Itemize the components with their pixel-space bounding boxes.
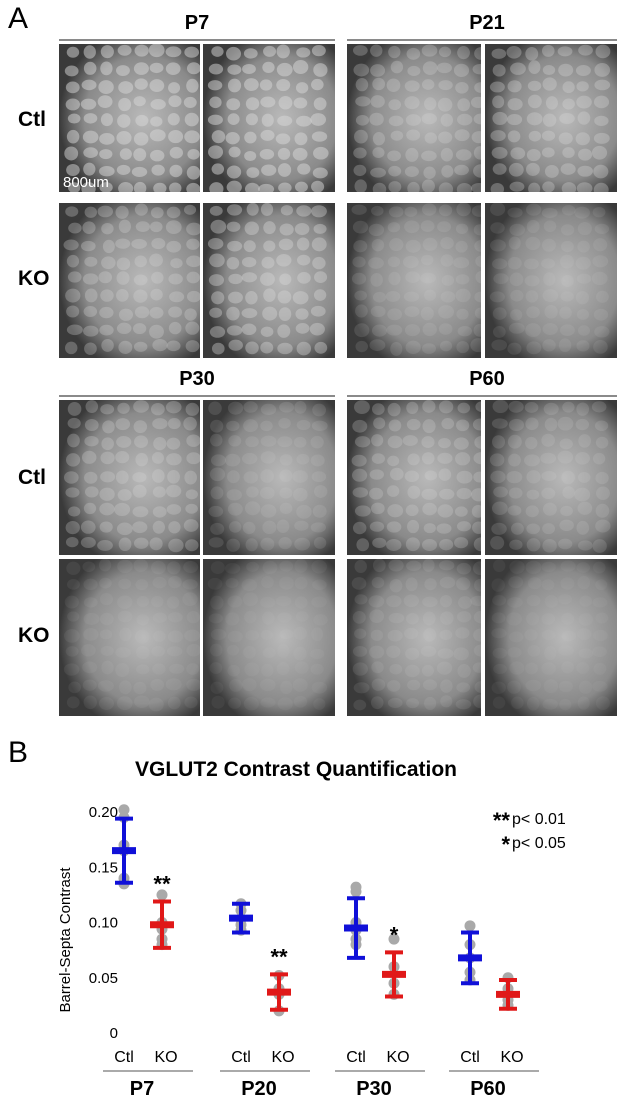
micrograph-image xyxy=(59,400,200,555)
row-label-ctl-bottom: Ctl xyxy=(18,466,46,489)
micrograph-image xyxy=(203,559,335,716)
age-rule-p21 xyxy=(347,39,617,41)
condition-label-ctl: Ctl xyxy=(231,1049,251,1066)
age-label-p30: P30 xyxy=(179,368,215,390)
micrograph-image xyxy=(485,400,617,555)
micrograph-image xyxy=(485,203,617,358)
panel-b-letter: B xyxy=(8,736,29,769)
legend-text: p< 0.05 xyxy=(512,835,566,852)
condition-label-ko: KO xyxy=(271,1049,294,1066)
legend-mark: * xyxy=(501,832,510,857)
significance-mark: ** xyxy=(153,872,171,897)
legend-mark: ** xyxy=(493,808,511,833)
row-label-ko-top: KO xyxy=(18,267,50,290)
condition-label-ctl: Ctl xyxy=(460,1049,480,1066)
condition-label-ko: KO xyxy=(154,1049,177,1066)
condition-label-ctl: Ctl xyxy=(114,1049,134,1066)
significance-mark: * xyxy=(390,922,399,947)
row-label-ctl-top: Ctl xyxy=(18,108,46,131)
data-point xyxy=(156,889,168,901)
age-rule-p60 xyxy=(347,395,617,397)
scale-bar xyxy=(63,192,117,194)
data-point xyxy=(388,933,400,945)
condition-label-ko: KO xyxy=(500,1049,523,1066)
significance-mark: ** xyxy=(270,944,288,969)
data-point xyxy=(118,804,130,816)
y-axis-label: Barrel-Septa Contrast xyxy=(57,867,74,1013)
micrograph-image xyxy=(203,203,335,358)
scale-bar-label: 800um xyxy=(63,174,109,191)
age-rule-p30 xyxy=(59,395,335,397)
group-label: P20 xyxy=(241,1078,277,1100)
contrast-chart: Barrel-Septa Contrast0.200.150.100.050**… xyxy=(57,804,566,1100)
y-tick-label: 0.15 xyxy=(89,859,118,876)
condition-label-ko: KO xyxy=(386,1049,409,1066)
micrograph-image xyxy=(59,203,200,358)
micrograph-image xyxy=(347,44,481,192)
y-tick-label: 0.10 xyxy=(89,915,118,932)
age-label-p21: P21 xyxy=(469,12,505,34)
group-label: P30 xyxy=(356,1078,392,1100)
age-rule-p7 xyxy=(59,39,335,41)
group-label: P7 xyxy=(130,1078,154,1100)
condition-label-ctl: Ctl xyxy=(346,1049,366,1066)
micrograph-image xyxy=(59,559,200,716)
age-label-p7: P7 xyxy=(184,12,210,34)
y-tick-label: 0.20 xyxy=(89,804,118,821)
y-tick-label: 0 xyxy=(110,1025,118,1042)
micrograph-image xyxy=(485,44,617,192)
micrograph-image xyxy=(485,559,617,716)
y-tick-label: 0.05 xyxy=(89,970,118,987)
data-point xyxy=(350,886,362,898)
micrograph-image xyxy=(347,559,481,716)
panel-a-letter: A xyxy=(8,2,29,35)
micrograph-image xyxy=(59,44,200,192)
micrograph-image xyxy=(203,44,335,192)
group-label: P60 xyxy=(470,1078,506,1100)
micrograph-image xyxy=(347,203,481,358)
micrograph-image xyxy=(347,400,481,555)
row-label-ko-bottom: KO xyxy=(18,624,50,647)
micrograph-image xyxy=(203,400,335,555)
data-point xyxy=(464,920,476,932)
chart-title: VGLUT2 Contrast Quantification xyxy=(135,758,458,781)
legend-text: p< 0.01 xyxy=(512,811,566,828)
age-label-p60: P60 xyxy=(469,368,505,390)
